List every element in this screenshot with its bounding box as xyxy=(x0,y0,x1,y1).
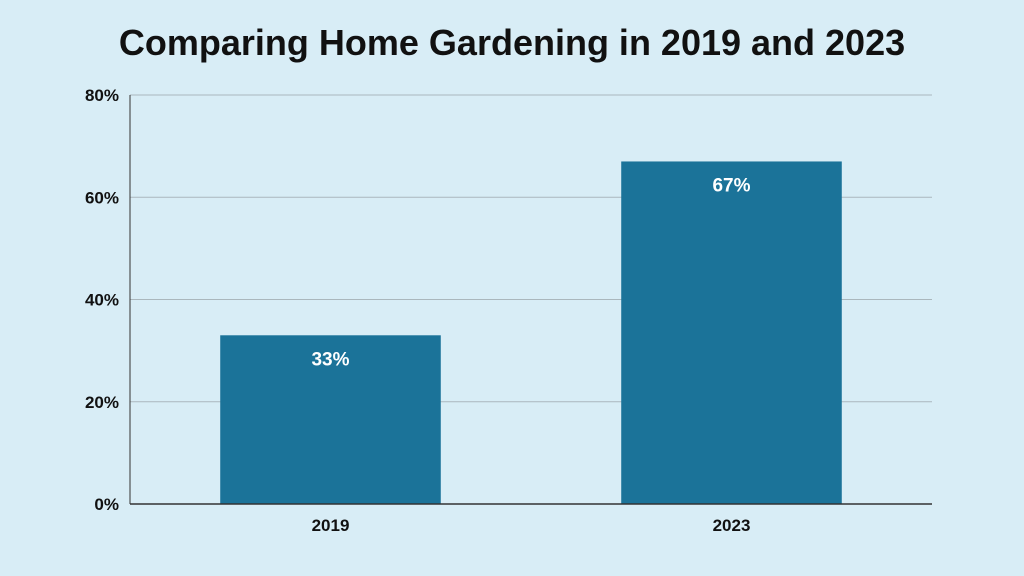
bar-2023 xyxy=(621,161,842,504)
bar-2019 xyxy=(220,335,441,504)
y-tick-label: 60% xyxy=(85,188,119,207)
chart-title: Comparing Home Gardening in 2019 and 202… xyxy=(118,22,906,63)
x-tick-label-2023: 2023 xyxy=(713,516,751,535)
y-tick-label: 40% xyxy=(85,291,119,310)
y-tick-label: 20% xyxy=(85,393,119,412)
x-tick-label-2019: 2019 xyxy=(312,516,350,535)
data-label-2023: 67% xyxy=(712,175,750,196)
data-label-2019: 33% xyxy=(311,349,349,370)
y-tick-label: 0% xyxy=(94,495,119,514)
y-tick-label: 80% xyxy=(85,86,119,105)
